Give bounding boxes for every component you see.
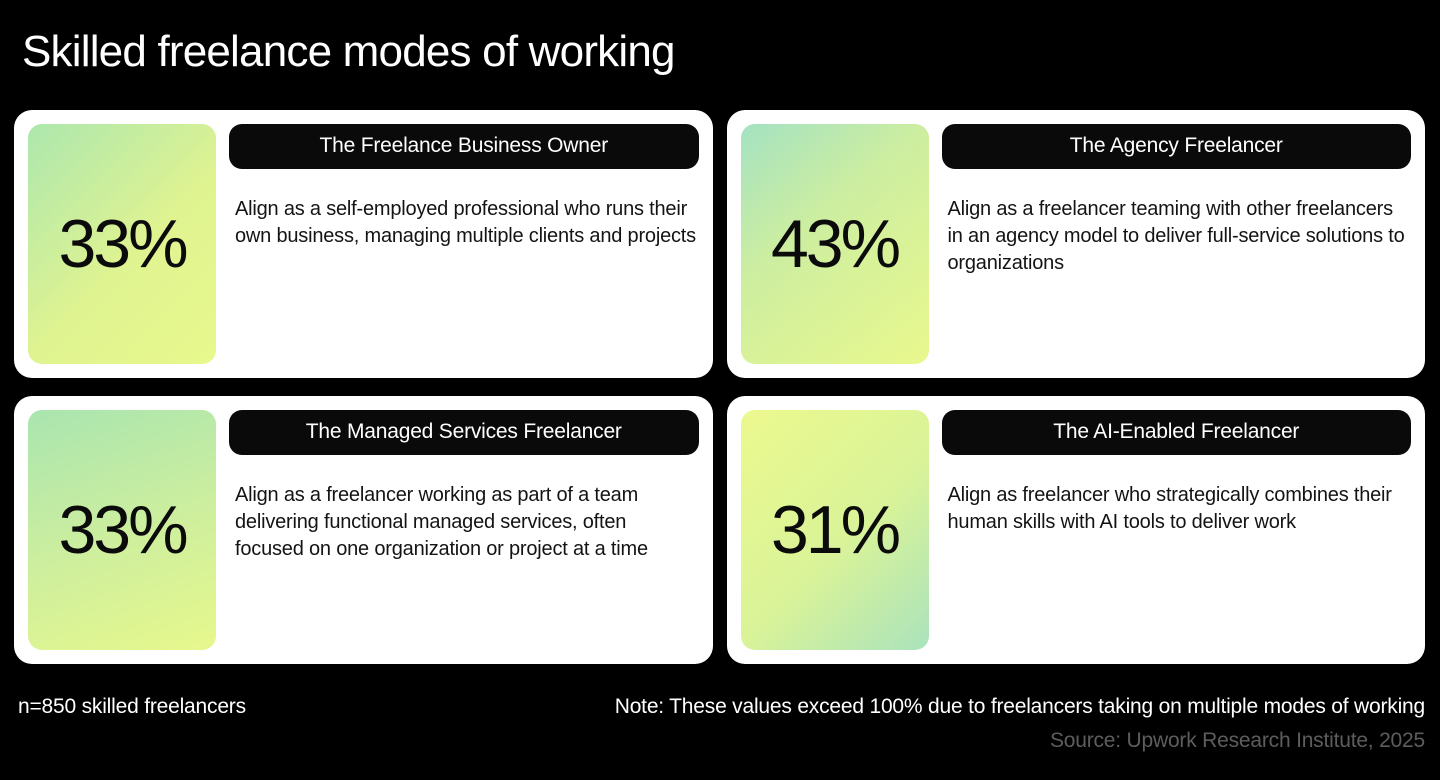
card-title-pill: The AI-Enabled Freelancer <box>941 409 1411 455</box>
source-credit: Source: Upwork Research Institute, 2025 <box>1049 728 1425 752</box>
page-title: Skilled freelance modes of working <box>22 27 676 76</box>
card-content: The AI-Enabled Freelancer Align as freel… <box>941 409 1411 650</box>
sample-size: n=850 skilled freelancers <box>18 694 246 718</box>
card-title: The Agency Freelancer <box>1069 134 1283 158</box>
card-description: Align as a self-employed professional wh… <box>235 197 696 247</box>
percent-value: 33% <box>58 491 188 568</box>
card-content: The Agency Freelancer Align as a freelan… <box>941 123 1411 364</box>
card-content: The Freelance Business Owner Align as a … <box>229 123 699 364</box>
card-description: Align as freelancer who strategically co… <box>947 483 1392 533</box>
percent-panel: 33% <box>28 409 216 650</box>
card-title-pill: The Managed Services Freelancer <box>229 409 699 455</box>
card-title-pill: The Freelance Business Owner <box>229 123 699 169</box>
percent-value: 31% <box>770 491 901 568</box>
card-title: The Freelance Business Owner <box>319 134 609 158</box>
percent-panel: 33% <box>28 123 216 364</box>
stats-grid: 33% The Freelance Business Owner Align a… <box>14 109 1425 664</box>
percent-panel: 31% <box>740 409 929 650</box>
card-title-pill: The Agency Freelancer <box>941 123 1411 169</box>
percent-value: 33% <box>58 205 188 282</box>
card-title: The Managed Services Freelancer <box>305 420 622 444</box>
stat-card-agency-freelancer: 43% The Agency Freelancer Align as a fre… <box>726 109 1425 378</box>
percent-panel: 43% <box>740 123 929 364</box>
percent-value: 43% <box>770 205 901 282</box>
stat-card-freelance-business-owner: 33% The Freelance Business Owner Align a… <box>14 109 713 378</box>
stat-card-managed-services-freelancer: 33% The Managed Services Freelancer Alig… <box>14 395 713 664</box>
footer: n=850 skilled freelancers Note: These va… <box>18 695 1425 719</box>
card-content: The Managed Services Freelancer Align as… <box>229 409 699 650</box>
card-title: The AI-Enabled Freelancer <box>1053 420 1300 444</box>
card-description: Align as a freelancer teaming with other… <box>947 197 1405 274</box>
stat-card-ai-enabled-freelancer: 31% The AI-Enabled Freelancer Align as f… <box>726 395 1425 664</box>
footnote: Note: These values exceed 100% due to fr… <box>614 694 1425 718</box>
card-description: Align as a freelancer working as part of… <box>235 483 648 560</box>
